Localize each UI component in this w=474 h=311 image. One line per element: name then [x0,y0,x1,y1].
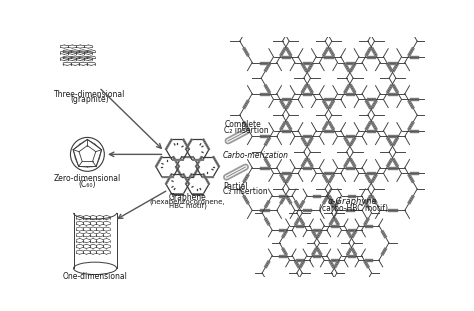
Text: Complete: Complete [225,120,261,129]
Text: α-Graphyne: α-Graphyne [328,197,378,207]
Text: (carbo-HBC motif): (carbo-HBC motif) [319,204,388,213]
Text: (C₆₀): (C₆₀) [79,180,96,189]
Text: Three-dimensional: Three-dimensional [54,90,126,99]
Text: (hexabenzocoronene,: (hexabenzocoronene, [150,198,225,205]
Text: C₂ insertion: C₂ insertion [223,188,267,197]
Text: C₂ insertion: C₂ insertion [225,126,269,135]
Text: One-dimensional: One-dimensional [63,272,128,281]
Text: Partial: Partial [223,182,247,191]
Text: Zero-dimensional: Zero-dimensional [54,174,121,183]
Text: HBC motif): HBC motif) [169,203,206,209]
Text: Graphene: Graphene [169,193,206,202]
Text: Carbo-merization: Carbo-merization [223,151,289,160]
Text: (graphite): (graphite) [70,95,109,104]
